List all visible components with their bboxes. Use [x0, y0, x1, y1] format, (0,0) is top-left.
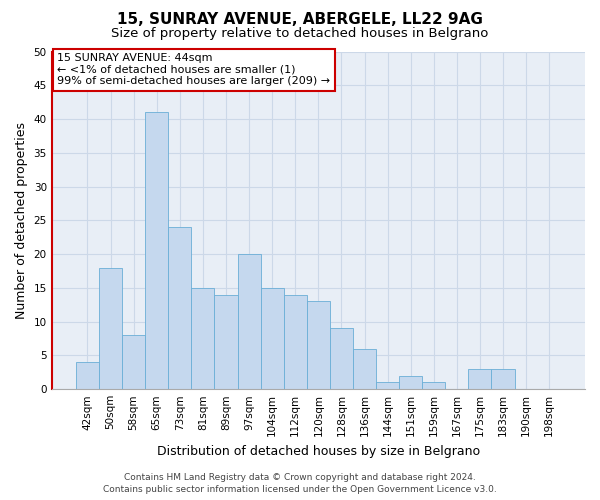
Text: Contains HM Land Registry data © Crown copyright and database right 2024.
Contai: Contains HM Land Registry data © Crown c… — [103, 472, 497, 494]
X-axis label: Distribution of detached houses by size in Belgrano: Distribution of detached houses by size … — [157, 444, 480, 458]
Bar — [469, 369, 491, 389]
Text: 15, SUNRAY AVENUE, ABERGELE, LL22 9AG: 15, SUNRAY AVENUE, ABERGELE, LL22 9AG — [117, 12, 483, 28]
Bar — [491, 369, 515, 389]
Bar — [214, 294, 238, 389]
Text: 15 SUNRAY AVENUE: 44sqm
← <1% of detached houses are smaller (1)
99% of semi-det: 15 SUNRAY AVENUE: 44sqm ← <1% of detache… — [57, 53, 330, 86]
Bar — [168, 227, 191, 389]
Bar — [399, 376, 422, 389]
Bar — [307, 302, 330, 389]
Bar — [284, 294, 307, 389]
Bar — [145, 112, 168, 389]
Bar — [376, 382, 399, 389]
Bar — [99, 268, 122, 389]
Bar — [422, 382, 445, 389]
Y-axis label: Number of detached properties: Number of detached properties — [15, 122, 28, 319]
Bar — [122, 335, 145, 389]
Bar — [76, 362, 99, 389]
Bar — [330, 328, 353, 389]
Text: Size of property relative to detached houses in Belgrano: Size of property relative to detached ho… — [112, 28, 488, 40]
Bar — [191, 288, 214, 389]
Bar — [260, 288, 284, 389]
Bar — [353, 348, 376, 389]
Bar — [238, 254, 260, 389]
